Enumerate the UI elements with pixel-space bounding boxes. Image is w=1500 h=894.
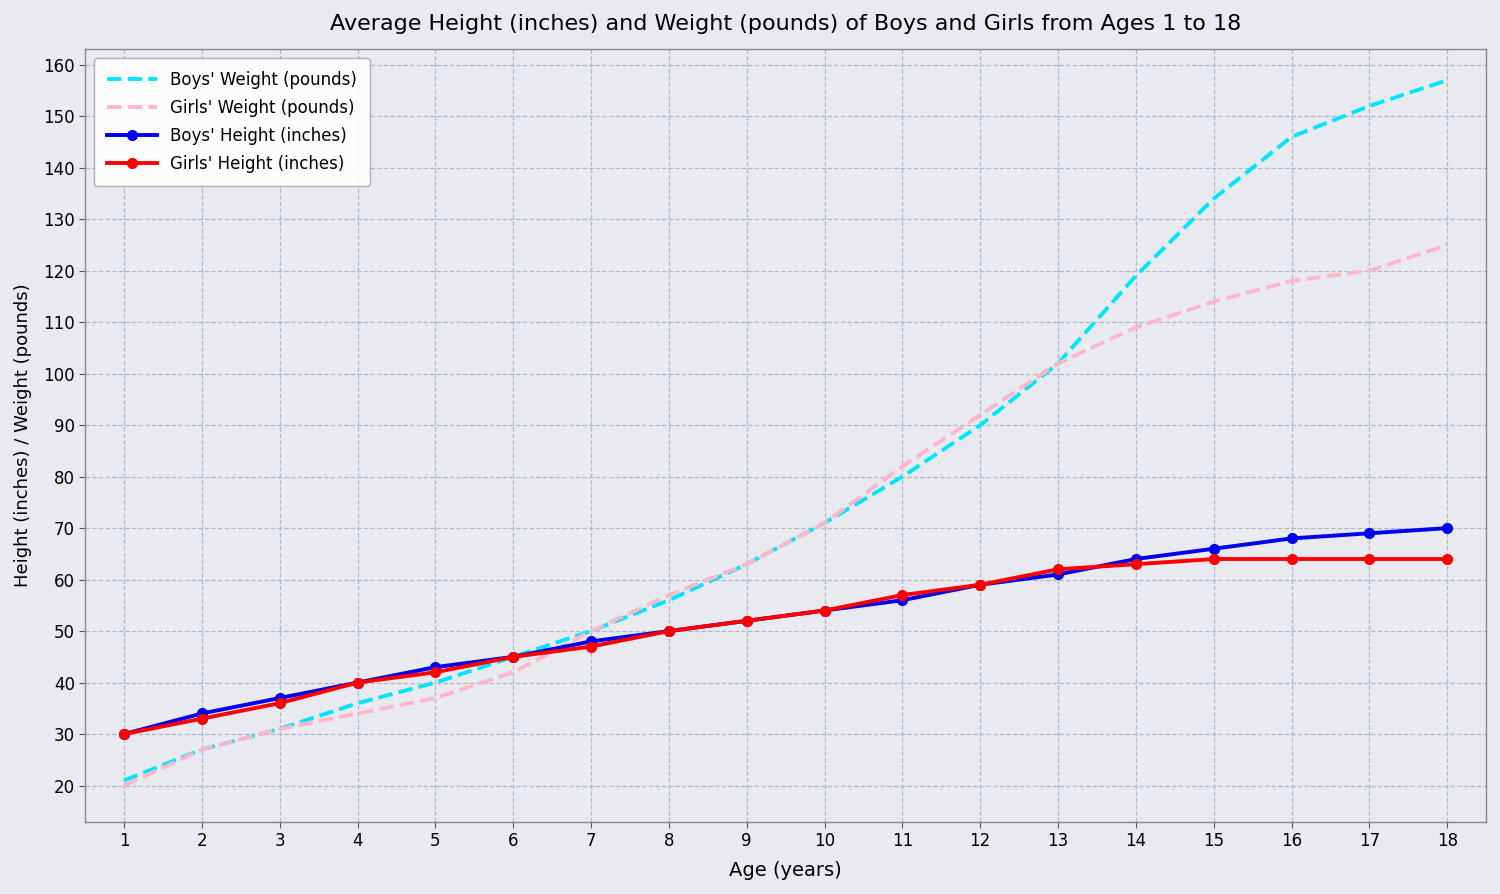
Title: Average Height (inches) and Weight (pounds) of Boys and Girls from Ages 1 to 18: Average Height (inches) and Weight (poun… [330, 14, 1242, 34]
Boys' Weight (pounds) [660, 595, 678, 605]
Boys' Height (inches) [504, 652, 522, 662]
Girls' Height (inches) [660, 626, 678, 637]
Boys' Height (inches) [1048, 569, 1066, 580]
Girls' Weight (pounds) [270, 723, 288, 734]
Line: Boys' Height (inches): Boys' Height (inches) [118, 523, 1452, 739]
Boys' Height (inches) [270, 693, 288, 704]
Girls' Height (inches) [270, 698, 288, 709]
Boys' Height (inches) [816, 605, 834, 616]
Boys' Height (inches) [1204, 544, 1222, 554]
Boys' Height (inches) [894, 595, 912, 605]
Boys' Height (inches) [1438, 523, 1456, 534]
Boys' Weight (pounds) [1360, 101, 1378, 112]
Girls' Weight (pounds) [504, 667, 522, 678]
Girls' Height (inches) [582, 641, 600, 652]
Boys' Weight (pounds) [504, 652, 522, 662]
Girls' Weight (pounds) [194, 744, 211, 755]
Girls' Weight (pounds) [1204, 296, 1222, 307]
Girls' Weight (pounds) [348, 708, 366, 719]
Boys' Weight (pounds) [426, 678, 444, 688]
Girls' Height (inches) [1204, 553, 1222, 564]
Boys' Weight (pounds) [582, 626, 600, 637]
Girls' Weight (pounds) [582, 626, 600, 637]
Boys' Weight (pounds) [1204, 193, 1222, 204]
Boys' Height (inches) [1282, 533, 1300, 544]
Y-axis label: Height (inches) / Weight (pounds): Height (inches) / Weight (pounds) [13, 283, 32, 587]
Girls' Weight (pounds) [738, 559, 756, 569]
Girls' Weight (pounds) [1282, 275, 1300, 286]
Boys' Weight (pounds) [1282, 131, 1300, 142]
Boys' Weight (pounds) [738, 559, 756, 569]
Boys' Height (inches) [194, 708, 211, 719]
Girls' Weight (pounds) [1438, 240, 1456, 250]
Girls' Weight (pounds) [426, 693, 444, 704]
Girls' Height (inches) [348, 678, 366, 688]
Boys' Weight (pounds) [1048, 358, 1066, 368]
Boys' Weight (pounds) [348, 698, 366, 709]
Boys' Weight (pounds) [194, 744, 211, 755]
Line: Girls' Weight (pounds): Girls' Weight (pounds) [124, 245, 1448, 786]
Line: Girls' Height (inches): Girls' Height (inches) [118, 554, 1452, 739]
Girls' Height (inches) [1282, 553, 1300, 564]
Boys' Weight (pounds) [816, 518, 834, 528]
Girls' Weight (pounds) [1360, 266, 1378, 276]
Girls' Height (inches) [1438, 553, 1456, 564]
Girls' Height (inches) [894, 590, 912, 601]
Boys' Height (inches) [1126, 553, 1144, 564]
Girls' Weight (pounds) [1048, 358, 1066, 368]
Girls' Height (inches) [1126, 559, 1144, 569]
Boys' Height (inches) [1360, 528, 1378, 539]
Boys' Height (inches) [660, 626, 678, 637]
Girls' Height (inches) [1048, 564, 1066, 575]
Girls' Height (inches) [738, 615, 756, 626]
Girls' Weight (pounds) [816, 518, 834, 528]
Boys' Weight (pounds) [116, 775, 134, 786]
Girls' Height (inches) [426, 667, 444, 678]
Girls' Weight (pounds) [1126, 322, 1144, 333]
Boys' Weight (pounds) [1438, 75, 1456, 86]
Girls' Weight (pounds) [970, 409, 988, 420]
Boys' Height (inches) [116, 729, 134, 739]
X-axis label: Age (years): Age (years) [729, 861, 842, 880]
Boys' Height (inches) [970, 579, 988, 590]
Girls' Height (inches) [816, 605, 834, 616]
Boys' Weight (pounds) [1126, 271, 1144, 282]
Boys' Weight (pounds) [270, 723, 288, 734]
Girls' Weight (pounds) [660, 590, 678, 601]
Legend: Boys' Weight (pounds), Girls' Weight (pounds), Boys' Height (inches), Girls' Hei: Boys' Weight (pounds), Girls' Weight (po… [93, 58, 370, 186]
Boys' Weight (pounds) [970, 420, 988, 431]
Girls' Height (inches) [194, 713, 211, 724]
Line: Boys' Weight (pounds): Boys' Weight (pounds) [124, 80, 1448, 780]
Girls' Height (inches) [116, 729, 134, 739]
Girls' Weight (pounds) [894, 461, 912, 472]
Boys' Height (inches) [582, 636, 600, 646]
Girls' Height (inches) [1360, 553, 1378, 564]
Boys' Height (inches) [426, 662, 444, 672]
Boys' Weight (pounds) [894, 471, 912, 482]
Girls' Weight (pounds) [116, 780, 134, 791]
Boys' Height (inches) [738, 615, 756, 626]
Boys' Height (inches) [348, 678, 366, 688]
Girls' Height (inches) [504, 652, 522, 662]
Girls' Height (inches) [970, 579, 988, 590]
